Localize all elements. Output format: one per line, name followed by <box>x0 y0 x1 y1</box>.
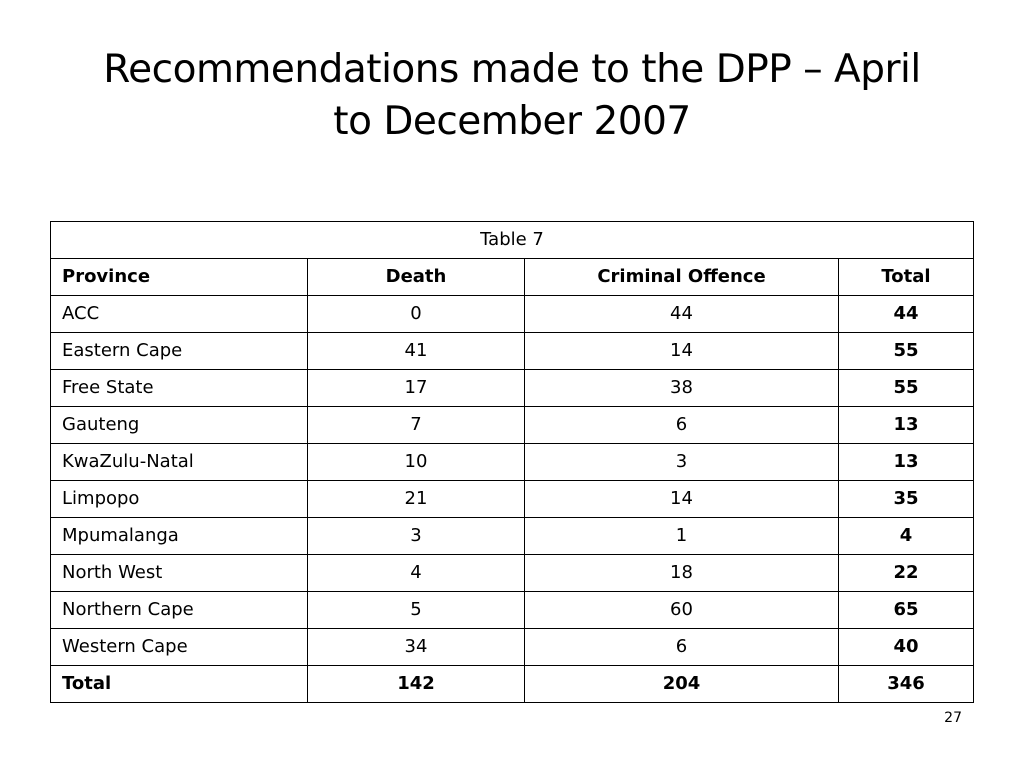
totals-death: 142 <box>307 665 525 703</box>
cell-province: Mpumalanga <box>50 517 308 555</box>
cell-criminal-offence: 18 <box>524 554 839 592</box>
slide-title-line-2: to December 2007 <box>333 99 691 144</box>
slide-title: Recommendations made to the DPP – April … <box>40 44 984 148</box>
cell-criminal-offence: 3 <box>524 443 839 481</box>
cell-death: 17 <box>307 369 525 407</box>
cell-province: Free State <box>50 369 308 407</box>
cell-criminal-offence: 6 <box>524 406 839 444</box>
cell-criminal-offence: 6 <box>524 628 839 666</box>
cell-criminal-offence: 14 <box>524 480 839 518</box>
cell-province: Northern Cape <box>50 591 308 629</box>
table-caption-row: Table 7 <box>49 221 975 259</box>
table-row: Free State 17 38 55 <box>50 369 975 407</box>
cell-total: 40 <box>837 628 975 666</box>
cell-total: 4 <box>837 517 975 555</box>
cell-death: 10 <box>307 443 525 481</box>
cell-death: 4 <box>307 554 525 592</box>
totals-grand-total: 346 <box>837 665 975 703</box>
cell-criminal-offence: 1 <box>524 517 839 555</box>
cell-total: 55 <box>837 332 975 370</box>
cell-death: 41 <box>307 332 525 370</box>
cell-province: North West <box>50 554 308 592</box>
cell-total: 13 <box>837 443 975 481</box>
cell-province: ACC <box>50 295 308 333</box>
cell-death: 21 <box>307 480 525 518</box>
cell-total: 35 <box>837 480 975 518</box>
table-caption: Table 7 <box>49 221 975 259</box>
cell-criminal-offence: 60 <box>524 591 839 629</box>
cell-total: 13 <box>837 406 975 444</box>
page-number: 27 <box>944 710 962 726</box>
cell-criminal-offence: 14 <box>524 332 839 370</box>
totals-criminal-offence: 204 <box>524 665 839 703</box>
slide-title-line-1: Recommendations made to the DPP – April <box>103 47 921 92</box>
cell-criminal-offence: 38 <box>524 369 839 407</box>
cell-total: 65 <box>837 591 975 629</box>
table-header-row: Province Death Criminal Offence Total <box>50 258 975 296</box>
header-total: Total <box>837 258 975 296</box>
cell-death: 5 <box>307 591 525 629</box>
cell-province: Limpopo <box>50 480 308 518</box>
table-row: Western Cape 34 6 40 <box>50 628 975 666</box>
table-row: Gauteng 7 6 13 <box>50 406 975 444</box>
cell-total: 22 <box>837 554 975 592</box>
recommendations-table: Table 7 Province Death Criminal Offence … <box>49 221 975 703</box>
cell-death: 0 <box>307 295 525 333</box>
table-row: ACC 0 44 44 <box>50 295 975 333</box>
cell-province: Eastern Cape <box>50 332 308 370</box>
cell-death: 34 <box>307 628 525 666</box>
totals-label: Total <box>50 665 308 703</box>
table-totals-row: Total 142 204 346 <box>50 665 975 703</box>
table-row: Eastern Cape 41 14 55 <box>50 332 975 370</box>
cell-province: Western Cape <box>50 628 308 666</box>
cell-province: KwaZulu-Natal <box>50 443 308 481</box>
header-death: Death <box>307 258 525 296</box>
cell-criminal-offence: 44 <box>524 295 839 333</box>
cell-death: 3 <box>307 517 525 555</box>
header-criminal-offence: Criminal Offence <box>524 258 839 296</box>
cell-province: Gauteng <box>50 406 308 444</box>
cell-total: 55 <box>837 369 975 407</box>
cell-death: 7 <box>307 406 525 444</box>
table-row: Northern Cape 5 60 65 <box>50 591 975 629</box>
table-row: North West 4 18 22 <box>50 554 975 592</box>
header-province: Province <box>50 258 308 296</box>
table-row: Limpopo 21 14 35 <box>50 480 975 518</box>
table-row: KwaZulu-Natal 10 3 13 <box>50 443 975 481</box>
cell-total: 44 <box>837 295 975 333</box>
table-row: Mpumalanga 3 1 4 <box>50 517 975 555</box>
